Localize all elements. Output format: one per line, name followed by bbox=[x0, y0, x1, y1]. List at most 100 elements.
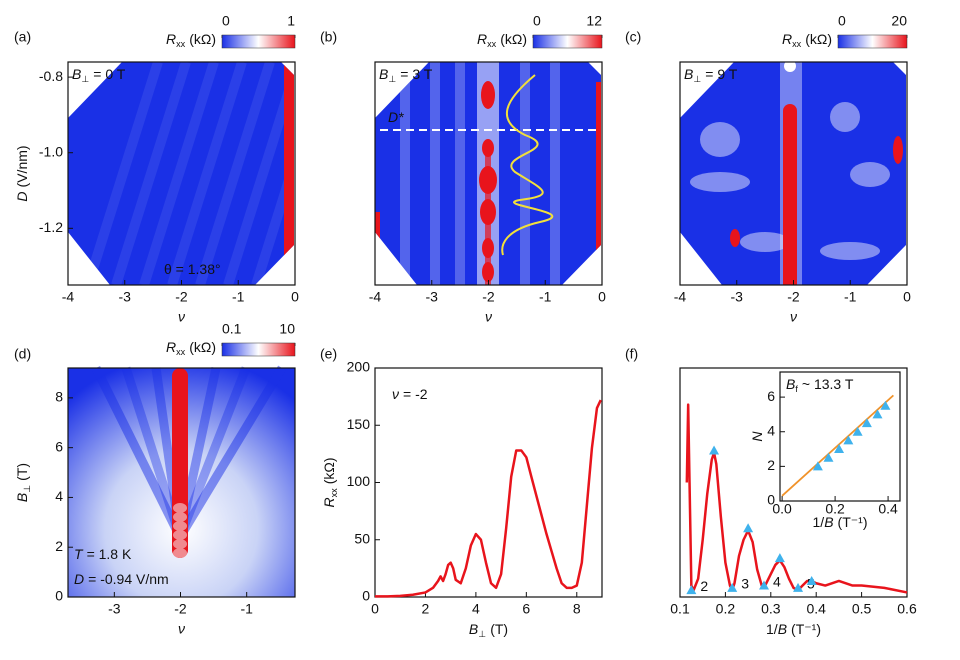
marker bbox=[872, 409, 883, 419]
plot-frame bbox=[779, 371, 901, 502]
label-part: ~ 13.3 T bbox=[802, 376, 854, 392]
marker bbox=[861, 418, 872, 428]
x-axis-label: 1/B (T⁻¹) bbox=[813, 514, 868, 530]
marker bbox=[806, 575, 817, 585]
heatmap-feature bbox=[173, 521, 187, 531]
label-part: B bbox=[72, 66, 81, 82]
heatmap-feature bbox=[850, 162, 890, 187]
frequency-label: Bf ~ 13.3 T bbox=[786, 376, 854, 395]
x-tick-label: -3 bbox=[108, 601, 121, 617]
label-part: (T) bbox=[490, 621, 508, 637]
marker bbox=[812, 461, 823, 471]
label-part: B bbox=[379, 66, 388, 82]
label-part: = 1.8 K bbox=[87, 546, 132, 562]
label-part: B bbox=[778, 621, 787, 637]
y-tick-label: 200 bbox=[347, 359, 371, 375]
panel-label: (d) bbox=[14, 346, 31, 362]
label-part: D bbox=[74, 571, 84, 587]
label-part: D bbox=[14, 191, 30, 201]
disp-label: D = -0.94 V/nm bbox=[74, 571, 169, 587]
x-axis-label: ν bbox=[485, 309, 492, 325]
heatmap-feature bbox=[550, 62, 560, 285]
heatmap-feature bbox=[173, 512, 187, 522]
marker bbox=[774, 553, 785, 563]
y-axis-label: D (V/nm) bbox=[14, 145, 30, 201]
x-tick-label: -3 bbox=[731, 289, 744, 305]
field-label: B⊥ = 9 T bbox=[684, 66, 738, 85]
label-part: ⊥ bbox=[388, 74, 396, 84]
marker bbox=[727, 582, 738, 592]
x-tick-label: 8 bbox=[573, 601, 581, 617]
colorbar-label: Rxx (kΩ) bbox=[477, 31, 527, 50]
x-tick-label: 0.5 bbox=[852, 601, 872, 617]
heatmap-feature bbox=[740, 232, 790, 252]
panel-label: (e) bbox=[320, 346, 337, 362]
heatmap-feature bbox=[455, 62, 465, 285]
marker bbox=[686, 585, 697, 595]
x-axis-label: ν bbox=[178, 621, 185, 637]
colorbar-label: Rxx (kΩ) bbox=[166, 339, 216, 358]
marker bbox=[758, 580, 769, 590]
x-tick-label: 2 bbox=[422, 601, 430, 617]
minimum-label: 2 bbox=[700, 578, 708, 594]
heatmap-feature bbox=[820, 242, 880, 260]
heatmap-feature bbox=[430, 62, 440, 285]
label-part: R bbox=[782, 31, 792, 47]
x-tick-label: -1 bbox=[844, 289, 857, 305]
label-part: = -0.94 V/nm bbox=[88, 571, 169, 587]
x-tick-label: 4 bbox=[472, 601, 480, 617]
heatmap-feature bbox=[173, 503, 187, 513]
x-tick-label: 0.1 bbox=[670, 601, 690, 617]
marker bbox=[743, 523, 754, 533]
label-part: N bbox=[749, 431, 765, 442]
heatmap-feature bbox=[690, 172, 750, 192]
label-part: B bbox=[14, 493, 30, 502]
filling-label: ν = -2 bbox=[392, 386, 428, 402]
heatmap-feature bbox=[375, 212, 380, 267]
heatmap-feature bbox=[893, 136, 903, 164]
label-part: xx bbox=[176, 347, 186, 357]
label-part: 1/ bbox=[766, 621, 778, 637]
marker bbox=[793, 582, 804, 592]
x-tick-label: -2 bbox=[174, 601, 187, 617]
colorbar-tick-label: 0 bbox=[222, 13, 230, 29]
colorbar bbox=[532, 34, 603, 49]
plot-frame bbox=[374, 61, 603, 286]
y-tick-label: 50 bbox=[354, 530, 370, 546]
heatmap-feature bbox=[481, 81, 495, 109]
y-tick-label: -1.0 bbox=[39, 143, 63, 159]
x-tick-label: -4 bbox=[62, 289, 75, 305]
label-part: (kΩ) bbox=[189, 339, 216, 355]
minimum-label: 3 bbox=[741, 576, 749, 592]
minimum-label: 4 bbox=[773, 573, 781, 589]
y-tick-label: 8 bbox=[55, 389, 63, 405]
plot-frame bbox=[67, 367, 296, 598]
heatmap-feature bbox=[121, 366, 185, 539]
y-tick-label: 0 bbox=[55, 588, 63, 604]
heatmap-feature bbox=[784, 62, 796, 72]
label-part: 1/ bbox=[813, 514, 825, 530]
x-tick-label: 0.4 bbox=[806, 601, 826, 617]
heatmap bbox=[680, 62, 906, 285]
label-part: xx bbox=[176, 39, 186, 49]
marker bbox=[709, 445, 720, 455]
colorbar-label: Rxx (kΩ) bbox=[166, 31, 216, 50]
y-tick-label: 2 bbox=[55, 538, 63, 554]
panel-label: (a) bbox=[14, 29, 31, 45]
x-tick-label: -1 bbox=[232, 289, 245, 305]
colorbar bbox=[221, 34, 296, 49]
label-part: (V/nm) bbox=[14, 145, 30, 187]
heatmap bbox=[375, 62, 601, 285]
x-tick-label: 0.0 bbox=[772, 501, 792, 517]
heatmap bbox=[68, 62, 294, 285]
label-part: θ = 1.38° bbox=[164, 261, 221, 277]
y-axis-label: B⊥ (T) bbox=[14, 463, 33, 502]
heatmap-feature bbox=[596, 82, 601, 252]
plot-frame bbox=[374, 367, 603, 598]
y-tick-label: -1.2 bbox=[39, 219, 63, 235]
x-tick-label: 0 bbox=[291, 289, 299, 305]
marker bbox=[880, 400, 891, 410]
marker bbox=[852, 426, 863, 436]
y-tick-label: 4 bbox=[55, 488, 63, 504]
label-part: (T⁻¹) bbox=[791, 621, 821, 637]
